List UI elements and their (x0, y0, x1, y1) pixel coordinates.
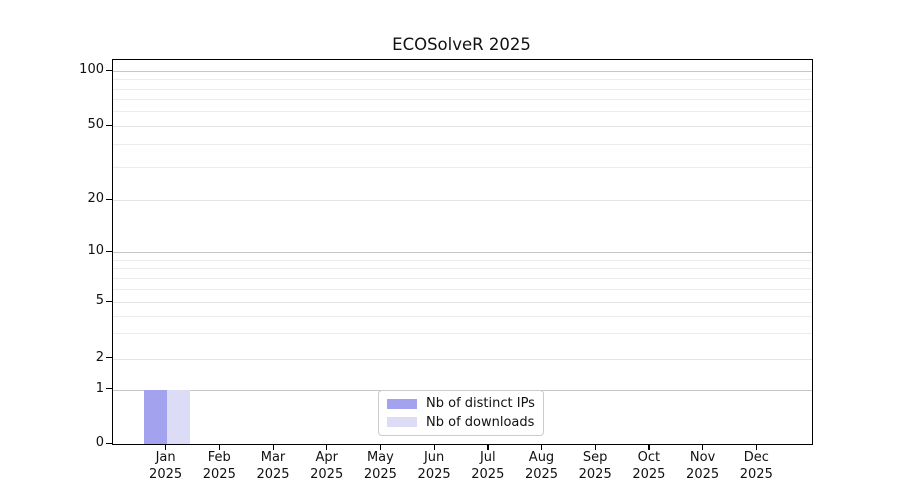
x-tick-mark (702, 444, 704, 450)
x-tick-year: 2025 (686, 466, 720, 482)
x-tick-label: Sep 2025 (560, 450, 630, 483)
x-tick-month: Oct (637, 450, 661, 465)
y-tick-label: 1 (95, 380, 104, 396)
x-tick-month: Apr (315, 450, 338, 465)
legend-label: Nb of downloads (426, 414, 535, 430)
plot-area (112, 59, 813, 445)
x-tick-month: Jun (423, 450, 445, 465)
minor-gridline (113, 167, 812, 168)
bar-distinct-ips (143, 389, 167, 444)
x-tick-label: Jan 2025 (131, 450, 201, 483)
x-tick-month: Mar (260, 450, 286, 465)
minor-gridline (113, 144, 812, 145)
x-tick-month: Feb (207, 450, 231, 465)
x-tick-label: Jun 2025 (399, 450, 469, 483)
x-tick-year: 2025 (149, 466, 183, 482)
y-tick-label: 10 (87, 243, 104, 258)
x-tick-year: 2025 (256, 466, 290, 482)
x-tick-mark (755, 444, 758, 450)
minor-gridline (113, 99, 812, 100)
y-tick-label: 5 (95, 293, 104, 308)
legend-row: Nb of distinct IPs (387, 396, 535, 411)
x-tick-year: 2025 (471, 466, 505, 482)
x-tick-mark (326, 444, 328, 450)
minor-gridline (113, 316, 812, 317)
minor-gridline (113, 79, 812, 80)
y-tick-mark (106, 198, 112, 200)
legend-swatch-icon (387, 417, 417, 428)
x-tick-mark (433, 444, 435, 450)
mid-gridline (113, 200, 812, 201)
mid-gridline (113, 358, 812, 360)
y-tick-label: 2 (95, 349, 104, 365)
legend-label: Nb of distinct IPs (426, 396, 535, 412)
x-tick-mark (379, 444, 382, 450)
chart-title: ECOSolveR 2025 (392, 35, 531, 54)
major-gridline (113, 71, 812, 72)
x-tick-month: Jan (155, 450, 176, 465)
x-tick-mark (648, 444, 650, 450)
x-tick-label: Feb 2025 (184, 450, 254, 483)
y-tick-label: 100 (79, 62, 104, 77)
y-tick-mark (106, 124, 112, 126)
y-tick-mark (106, 442, 112, 444)
bar-downloads (166, 389, 190, 444)
x-tick-year: 2025 (739, 466, 773, 482)
y-tick-label: 50 (87, 117, 104, 132)
x-tick-mark (218, 444, 221, 450)
major-gridline (113, 252, 812, 253)
minor-gridline (113, 333, 812, 334)
x-tick-year: 2025 (524, 466, 559, 482)
legend: Nb of distinct IPs Nb of downloads (378, 390, 544, 436)
minor-gridline (113, 260, 812, 261)
y-tick-label: 20 (87, 191, 104, 206)
x-tick-year: 2025 (202, 466, 236, 482)
minor-gridline (113, 111, 812, 112)
x-tick-label: May 2025 (345, 450, 415, 483)
x-tick-label: Dec 2025 (721, 450, 791, 483)
minor-gridline (113, 89, 812, 90)
x-tick-label: Apr 2025 (292, 450, 362, 483)
x-tick-mark (487, 444, 489, 450)
x-tick-label: Aug 2025 (507, 450, 577, 483)
minor-gridline (113, 289, 812, 290)
x-tick-year: 2025 (578, 466, 612, 482)
legend-row: Nb of downloads (387, 415, 535, 430)
y-tick-label: 0 (95, 435, 104, 450)
x-tick-label: Oct 2025 (614, 450, 684, 483)
minor-gridline (113, 278, 812, 279)
x-tick-month: Dec (743, 450, 769, 465)
x-tick-month: Sep (582, 450, 608, 465)
x-tick-label: Nov 2025 (668, 450, 738, 483)
x-tick-year: 2025 (417, 466, 451, 482)
x-tick-mark (272, 444, 274, 450)
x-tick-month: Aug (528, 450, 555, 465)
mid-gridline (113, 126, 812, 127)
x-tick-label: Jul 2025 (453, 450, 523, 483)
minor-gridline (113, 268, 812, 269)
x-tick-mark (541, 444, 543, 450)
legend-swatch-icon (387, 398, 417, 409)
y-tick-mark (106, 69, 112, 71)
x-tick-year: 2025 (310, 466, 344, 482)
y-tick-mark (106, 357, 112, 359)
x-tick-month: Jul (479, 450, 496, 465)
y-tick-mark (106, 388, 112, 390)
x-tick-mark (594, 444, 596, 450)
x-tick-label: Mar 2025 (238, 450, 308, 483)
y-tick-mark (106, 300, 112, 302)
x-tick-month: Nov (689, 450, 716, 465)
x-tick-month: May (366, 450, 394, 465)
x-tick-year: 2025 (363, 466, 397, 482)
y-tick-mark (106, 250, 112, 252)
x-tick-year: 2025 (632, 466, 666, 482)
mid-gridline (113, 302, 812, 303)
x-tick-mark (165, 444, 167, 450)
